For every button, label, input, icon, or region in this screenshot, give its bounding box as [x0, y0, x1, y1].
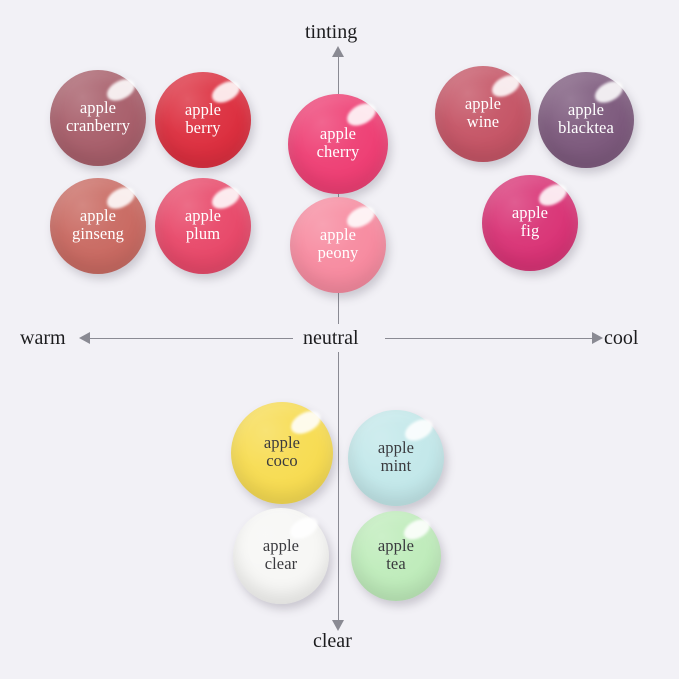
swatch-label-line2: mint: [380, 456, 412, 475]
swatch-label-line2: plum: [185, 224, 221, 243]
swatch-ginseng[interactable]: apple ginseng: [50, 178, 146, 274]
swatch-label-line1: apple: [567, 100, 605, 120]
swatch-label-line2: peony: [317, 243, 359, 262]
swatch-label-line1: apple: [319, 124, 357, 144]
swatch-label: apple clear: [263, 537, 299, 575]
swatch-label-line2: cherry: [316, 142, 360, 161]
arrow-left-icon: [79, 332, 90, 344]
horizontal-axis-line-left: [86, 338, 293, 340]
arrow-right-icon: [592, 332, 603, 344]
axis-label-warm: warm: [20, 327, 66, 349]
swatch-label-line1: apple: [319, 225, 357, 245]
swatch-label-line1: apple: [79, 206, 117, 226]
swatch-label: apple peony: [318, 226, 359, 264]
swatch-label-line2: berry: [185, 118, 221, 137]
swatch-label-line1: apple: [377, 438, 415, 458]
swatch-label: apple cranberry: [66, 99, 130, 137]
swatch-label: apple mint: [378, 439, 414, 477]
swatch-label-line2: clear: [264, 554, 298, 573]
swatch-tea[interactable]: apple tea: [351, 511, 441, 601]
axis-label-cool: cool: [604, 327, 639, 349]
horizontal-axis-line-right: [385, 338, 593, 340]
swatch-label: apple berry: [185, 101, 221, 139]
swatch-label-line1: apple: [262, 536, 300, 556]
swatch-label-line1: apple: [184, 206, 222, 226]
swatch-clear[interactable]: apple clear: [233, 508, 329, 604]
axis-label-neutral: neutral: [303, 327, 359, 349]
axis-label-clear: clear: [313, 630, 352, 652]
arrow-up-icon: [332, 46, 344, 57]
swatch-label-line2: coco: [266, 451, 298, 470]
swatch-label-line1: apple: [79, 98, 117, 118]
axis-label-tinting: tinting: [305, 21, 358, 43]
swatch-blacktea[interactable]: apple blacktea: [538, 72, 634, 168]
swatch-label-line1: apple: [184, 100, 222, 120]
swatch-label-line1: apple: [263, 433, 301, 453]
swatch-label-line1: apple: [511, 203, 549, 223]
swatch-berry[interactable]: apple berry: [155, 72, 251, 168]
swatch-label: apple fig: [512, 204, 548, 242]
vertical-axis-line-bottom: [338, 352, 340, 622]
swatch-label: apple blacktea: [558, 101, 614, 139]
swatch-coco[interactable]: apple coco: [231, 402, 333, 504]
swatch-label: apple plum: [185, 207, 221, 245]
swatch-mint[interactable]: apple mint: [348, 410, 444, 506]
swatch-plum[interactable]: apple plum: [155, 178, 251, 274]
swatch-label-line2: cranberry: [65, 116, 131, 135]
swatch-label-line2: wine: [466, 112, 500, 131]
swatch-label-line2: tea: [386, 554, 406, 573]
swatch-label: apple tea: [378, 537, 414, 575]
swatch-cherry[interactable]: apple cherry: [288, 94, 388, 194]
swatch-label-line2: ginseng: [71, 224, 125, 243]
swatch-wine[interactable]: apple wine: [435, 66, 531, 162]
swatch-cranberry[interactable]: apple cranberry: [50, 70, 146, 166]
swatch-peony[interactable]: apple peony: [290, 197, 386, 293]
swatch-fig[interactable]: apple fig: [482, 175, 578, 271]
swatch-label: apple coco: [264, 434, 300, 472]
swatch-label: apple cherry: [317, 125, 360, 163]
swatch-label-line2: fig: [520, 221, 540, 240]
swatch-label-line1: apple: [464, 94, 502, 114]
swatch-label-line1: apple: [377, 536, 415, 556]
swatch-label: apple ginseng: [72, 207, 124, 245]
arrow-down-icon: [332, 620, 344, 631]
swatch-label-line2: blacktea: [558, 118, 614, 137]
swatch-label: apple wine: [465, 95, 501, 133]
